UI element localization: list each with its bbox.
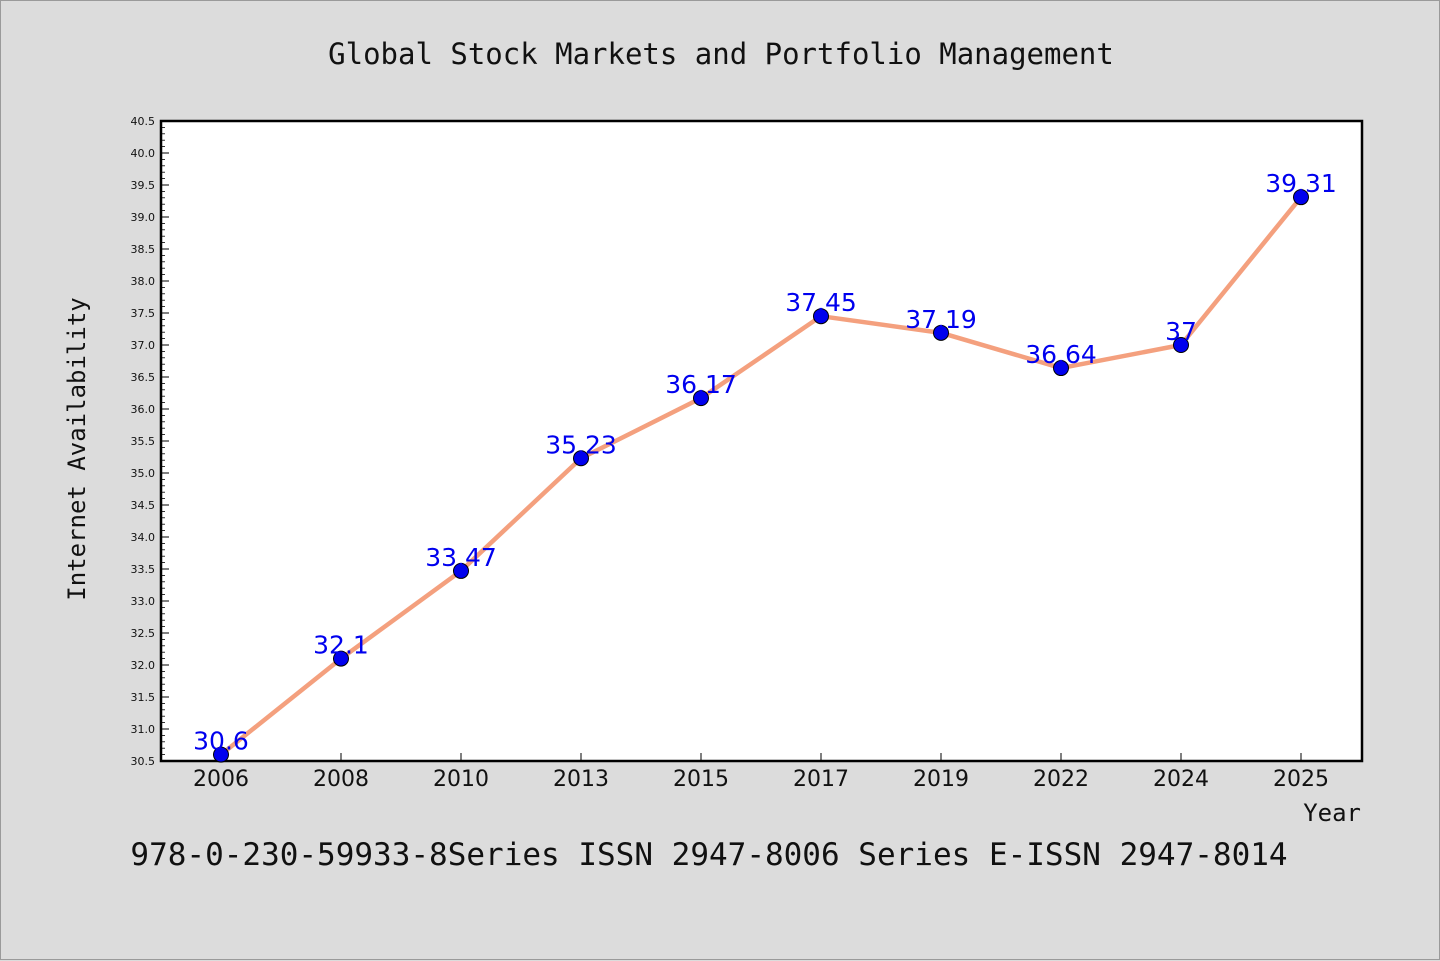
y-tick-label: 31.5 (131, 691, 156, 704)
x-tick-label: 2015 (673, 767, 729, 792)
x-tick-label: 2017 (793, 767, 849, 792)
y-tick-label: 33.5 (131, 563, 156, 576)
y-tick-label: 38.5 (131, 243, 156, 256)
y-tick-label: 33.0 (131, 595, 156, 608)
y-tick-label: 32.0 (131, 659, 156, 672)
isbn-caption: 978-0-230-59933-8Series ISSN 2947-8006 S… (130, 837, 1287, 873)
data-point (693, 390, 709, 407)
y-axis: 30.5 31.0 31.5 32.0 32.5 33.0 33.5 34.0 34.5 35.0… (131, 115, 169, 768)
data-label: 37 (1165, 317, 1197, 346)
data-label: 37.45 (785, 288, 857, 317)
data-point (813, 308, 829, 325)
y-tick-label: 40.5 (131, 115, 156, 128)
y-tick-label: 39.0 (131, 211, 156, 224)
y-tick-label: 38.0 (131, 275, 156, 288)
y-tick-label: 35.5 (131, 435, 156, 448)
chart-title: Global Stock Markets and Portfolio Manag… (328, 37, 1114, 71)
y-tick-label: 30.5 (131, 755, 156, 768)
y-axis-label: Internet Availability (63, 297, 91, 600)
y-tick-label: 40.0 (131, 147, 156, 160)
x-tick-label: 2024 (1153, 767, 1209, 792)
x-tick-label: 2025 (1273, 767, 1329, 792)
y-tick-label: 39.5 (131, 179, 156, 192)
x-axis: 2006 2008 2010 2013 2015 2017 2019 2022 2024 2025 (193, 753, 1329, 792)
data-point (453, 562, 469, 579)
y-tick-label: 36.0 (131, 403, 156, 416)
plot-area (159, 119, 1364, 763)
data-label: 39.31 (1265, 169, 1337, 198)
data-point (1293, 189, 1309, 206)
x-tick-label: 2006 (193, 767, 249, 792)
data-point (1173, 337, 1189, 353)
x-tick-label: 2010 (433, 767, 489, 792)
y-tick-label: 37.5 (131, 307, 156, 320)
y-tick-label: 31.0 (131, 723, 156, 736)
series-layer: 30.6 32.1 33.47 35.23 36.17 37.45 37.19 36.64 37… (193, 169, 1337, 763)
y-tick-label: 34.5 (131, 499, 156, 512)
y-tick-label: 36.5 (131, 371, 156, 384)
x-axis-label: Year (1303, 799, 1361, 827)
y-tick-label: 37.0 (131, 339, 156, 352)
y-tick-label: 34.0 (131, 531, 156, 544)
data-label: 36.17 (665, 370, 737, 399)
data-label: 30.6 (193, 727, 249, 756)
y-tick-label: 32.5 (131, 627, 156, 640)
data-label: 33.47 (425, 543, 497, 572)
y-tick-label: 35.0 (131, 467, 156, 480)
data-point (1053, 360, 1069, 377)
data-point (213, 746, 229, 763)
data-point (933, 324, 949, 341)
data-point (573, 450, 589, 467)
x-tick-label: 2008 (313, 767, 369, 792)
x-tick-label: 2019 (913, 767, 969, 792)
data-label: 37.19 (905, 305, 977, 334)
data-label: 32.1 (313, 631, 369, 660)
data-label: 35.23 (545, 430, 617, 459)
data-point (333, 650, 349, 667)
data-label: 36.64 (1025, 340, 1097, 369)
x-tick-label: 2022 (1033, 767, 1089, 792)
series-line (219, 195, 1303, 757)
x-tick-label: 2013 (553, 767, 609, 792)
